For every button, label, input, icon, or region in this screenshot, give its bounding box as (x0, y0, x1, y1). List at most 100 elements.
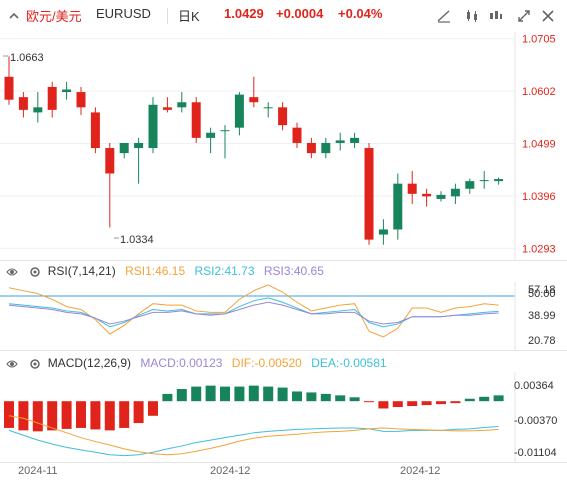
settings-icon[interactable] (29, 266, 41, 278)
candle (263, 102, 273, 118)
candle (220, 125, 230, 159)
candle (465, 178, 475, 194)
macd-axis-label: -0.01104 (514, 447, 557, 459)
macd-bar (234, 386, 245, 402)
candle (234, 92, 244, 136)
rsi2-value: RSI2:41.73 (194, 264, 255, 278)
macd-bar (306, 392, 317, 402)
macd-chart[interactable]: 0.00364 -0.00370 -0.01104 (0, 372, 567, 462)
candle (62, 81, 72, 100)
candle (249, 76, 259, 108)
chart-header: 欧元/美元 EURUSD 日K 1.0429 +0.0004 +0.04% (0, 0, 567, 32)
macd-bar (436, 401, 446, 405)
macd-bar (76, 401, 86, 428)
macd-bar (162, 393, 173, 402)
macd-bar (4, 401, 14, 428)
macd-bar (18, 401, 29, 431)
macd-value: MACD:0.00123 (140, 356, 223, 370)
macd-bar (47, 401, 58, 431)
macd-axis-label: -0.00370 (514, 415, 557, 427)
last-price: 1.0429 (224, 6, 264, 21)
candles-group (4, 56, 504, 245)
candle (378, 219, 388, 245)
macd-bar (248, 385, 259, 402)
candle (4, 56, 14, 105)
macd-bar (421, 401, 432, 406)
macd-title: MACD(12,26,9) (47, 356, 132, 370)
macd-lines (8, 415, 499, 457)
rsi-axis-label: 20.78 (528, 335, 556, 347)
collapse-icon[interactable] (6, 8, 22, 24)
price-axis: 1.0705 1.0602 1.0499 1.0396 1.0293 (522, 34, 556, 256)
candle (134, 137, 144, 184)
header-divider (167, 8, 168, 24)
settings-icon[interactable] (29, 358, 41, 370)
macd-bar (292, 391, 302, 402)
macd-bar (364, 401, 374, 403)
indicator-icon[interactable] (488, 8, 504, 24)
macd-histogram (4, 385, 504, 432)
rsi-axis-label: 38.99 (528, 310, 556, 322)
candle (422, 188, 432, 207)
candle (119, 142, 129, 159)
candle (177, 92, 187, 113)
macd-bar (450, 401, 461, 404)
fullscreen-icon[interactable] (516, 8, 532, 24)
macd-bar (464, 398, 475, 402)
rsi3-line (8, 301, 499, 325)
eye-icon[interactable] (6, 358, 18, 370)
macd-bar (205, 385, 216, 402)
candle (364, 142, 374, 245)
macd-bar (493, 395, 504, 402)
candle (292, 122, 302, 149)
macd-bar (479, 396, 490, 402)
candle (450, 183, 460, 205)
rsi1-value: RSI1:46.15 (125, 264, 186, 278)
macd-bar (378, 401, 389, 409)
rsi-axis-label: 57.18 (528, 284, 556, 296)
price-axis-label: 1.0293 (522, 243, 556, 255)
candle (306, 137, 316, 159)
eye-icon[interactable] (6, 266, 18, 278)
period-selector[interactable]: 日K (178, 9, 200, 24)
dif-value: DIF:-0.00520 (231, 356, 302, 370)
macd-bar (220, 386, 230, 402)
macd-bar (61, 401, 72, 429)
low-price-label: 1.0334 (120, 234, 154, 246)
rsi1-line (8, 284, 499, 338)
candle (479, 170, 489, 189)
draw-line-icon[interactable] (436, 8, 452, 24)
macd-bar (176, 389, 187, 402)
macd-axis-label: 0.00364 (514, 380, 554, 392)
candle (33, 92, 43, 123)
macd-bar (392, 401, 403, 408)
price-axis-label: 1.0602 (522, 86, 556, 98)
candle (278, 102, 288, 131)
price-axis-label: 1.0705 (522, 34, 556, 46)
candle (18, 92, 28, 118)
time-label: 2024-12 (400, 465, 441, 477)
rsi-axis-label: 50.00 (528, 288, 556, 300)
chart-type-icon[interactable] (464, 8, 480, 24)
candlestick-chart[interactable]: 1.0663 1.0334 1.07051.06021.04991.03961.… (0, 32, 567, 260)
macd-bar (148, 401, 158, 416)
candle (407, 170, 417, 205)
candle (335, 132, 345, 151)
price-axis-label: 1.0396 (522, 191, 556, 203)
separator (0, 260, 567, 261)
macd-bar (407, 401, 418, 407)
candle (162, 97, 172, 113)
macd-bar (335, 395, 346, 402)
macd-bar (104, 401, 115, 431)
rsi-lines (8, 284, 499, 338)
time-label: 2024-11 (18, 465, 58, 477)
macd-legend: MACD(12,26,9) MACD:0.00123 DIF:-0.00520 … (6, 356, 387, 370)
candle (191, 97, 201, 143)
macd-axis: 0.00364 -0.00370 -0.01104 (514, 380, 557, 459)
rsi-title: RSI(7,14,21) (47, 264, 116, 278)
rsi-legend: RSI(7,14,21) RSI1:46.15 RSI2:41.73 RSI3:… (6, 264, 324, 278)
price-change-pct: +0.04% (338, 6, 383, 21)
close-icon[interactable] (540, 8, 556, 24)
